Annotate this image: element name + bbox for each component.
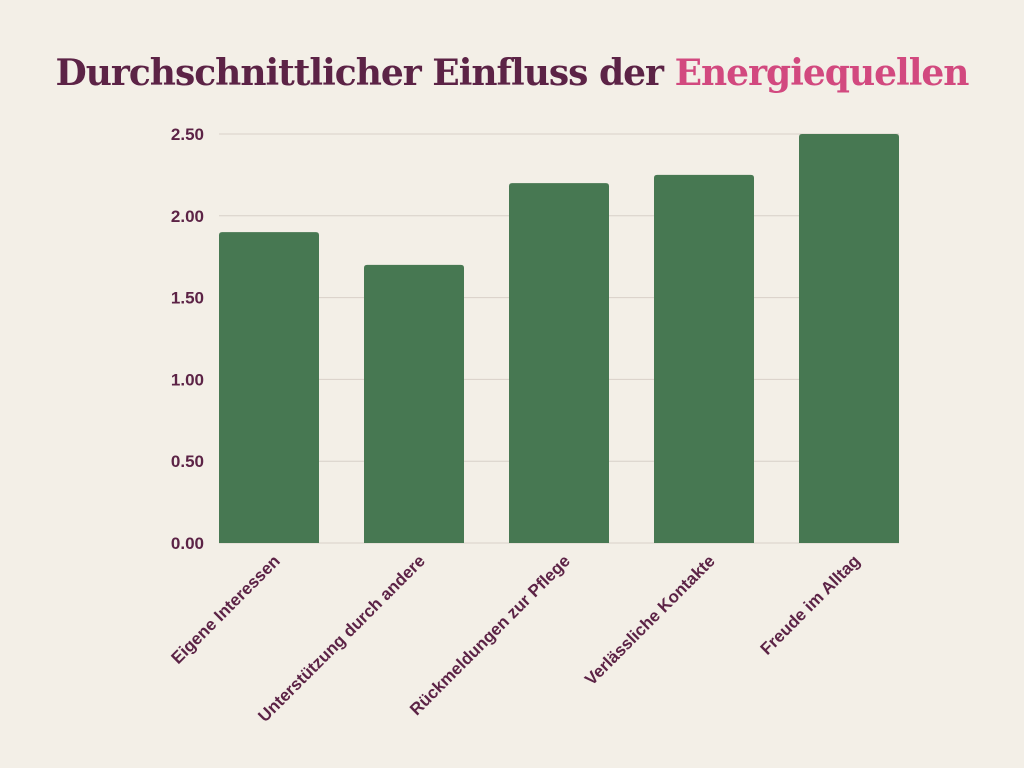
- y-tick-label: 1.50: [171, 289, 204, 308]
- title-text: Durchschnittlicher Einfluss der: [55, 52, 665, 94]
- x-tick-label: Freude im Alltag: [757, 551, 864, 658]
- x-tick-label: Unterstützung durch andere: [254, 551, 428, 725]
- x-tick-label: Verlässliche Kontakte: [581, 551, 719, 689]
- bar: [219, 232, 319, 543]
- chart-title: Durchschnittlicher Einfluss der Energieq…: [0, 52, 1024, 94]
- y-tick-label: 2.50: [171, 125, 204, 144]
- y-tick-label: 0.50: [171, 452, 204, 471]
- bar: [654, 174, 754, 543]
- y-tick-label: 1.00: [171, 370, 204, 389]
- x-tick-label: Rückmeldungen zur Pflege: [406, 551, 574, 719]
- bar: [509, 183, 609, 543]
- bar: [364, 264, 464, 543]
- title-highlight: Energiequellen: [674, 52, 970, 94]
- y-tick-label: 0.00: [171, 534, 204, 553]
- bar: [799, 134, 899, 543]
- x-tick-label: Eigene Interessen: [167, 551, 283, 667]
- y-tick-label: 2.00: [171, 207, 204, 226]
